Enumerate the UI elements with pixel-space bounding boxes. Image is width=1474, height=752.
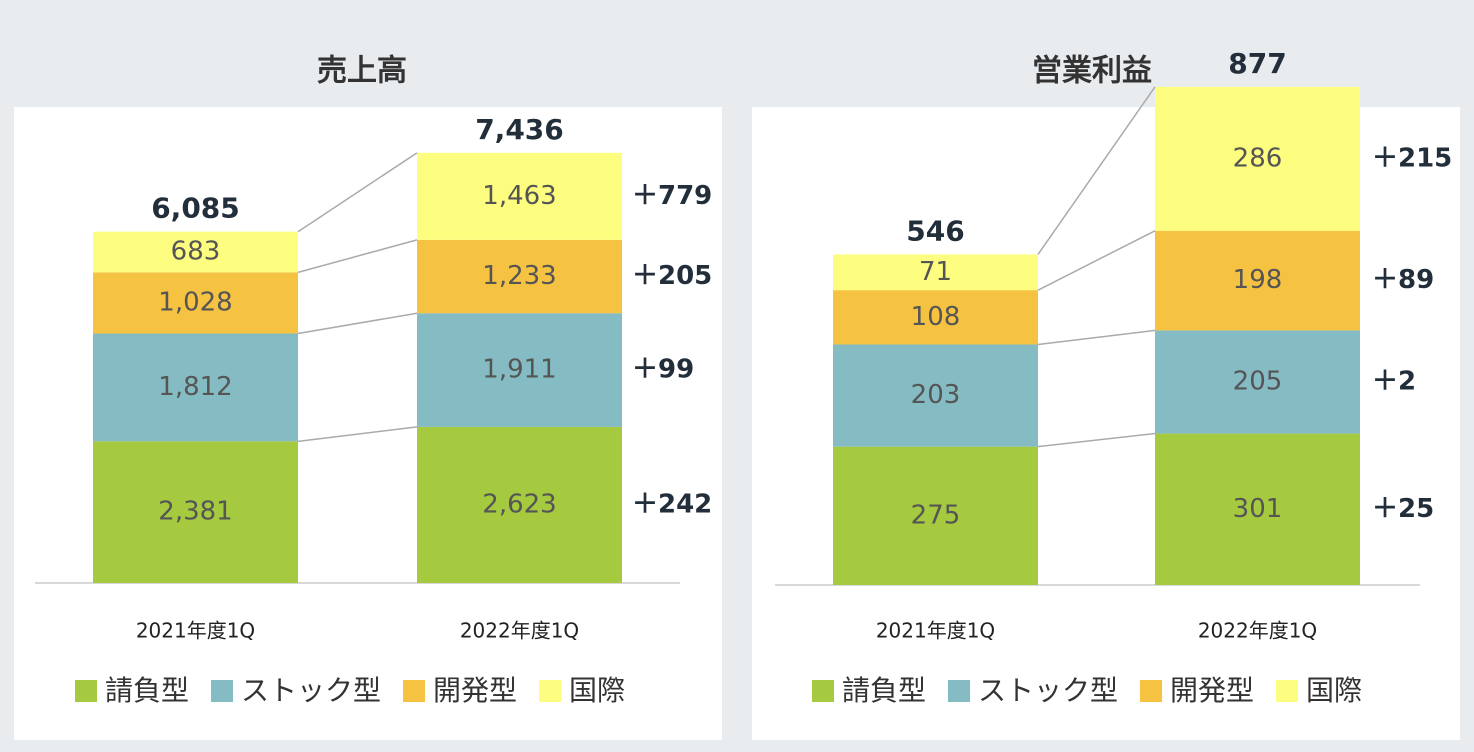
legend-label: 国際 [569,674,625,707]
value-label: 71 [919,257,952,287]
connector [297,312,418,335]
legend-swatch [211,680,234,702]
bar-segment [417,426,622,583]
legend-swatch [948,680,971,702]
connector [297,426,418,443]
legend-label: 請負型 [105,674,189,707]
legend-label: 開発型 [1170,674,1254,707]
value-label: 683 [171,237,221,267]
difference-label: ＋25 [1372,494,1434,524]
legend-swatch [75,680,97,702]
x-tick-label: 2021年度1Q [136,619,255,643]
value-label: 2,623 [482,489,556,519]
bar-segment [93,272,298,334]
legend-swatch [539,680,562,702]
total-label: 877 [1228,47,1286,80]
connector [1037,86,1156,255]
value-label: 275 [911,500,961,530]
bar-segment [93,333,298,442]
difference-label: ＋2 [1372,366,1416,396]
chart-title: 売上高 [317,54,407,89]
bar-segment [1155,230,1360,331]
chart-title: 営業利益 [1032,54,1152,89]
x-tick-label: 2022年度1Q [1198,619,1317,643]
bar-segment [93,231,298,273]
bar-segment [1155,330,1360,434]
value-label: 286 [1233,143,1283,173]
bar-segment [833,344,1038,447]
legend-label: 請負型 [842,674,926,707]
value-label: 1,463 [482,181,556,211]
value-label: 2,381 [158,497,232,527]
legend-swatch [403,680,426,702]
value-label: 108 [911,302,961,332]
legend-label: 国際 [1306,674,1362,707]
value-label: 301 [1233,494,1283,524]
legend-label: ストック型 [978,674,1118,707]
value-label: 1,812 [158,372,232,402]
bar-segment [833,446,1038,585]
difference-label: ＋779 [632,181,712,211]
value-label: 1,233 [482,261,556,291]
value-label: 1,911 [482,355,556,385]
difference-label: ＋242 [632,489,712,519]
legend-swatch [812,680,834,702]
bar-segment [833,254,1038,291]
difference-label: ＋99 [632,355,694,385]
legend-swatch [1276,680,1299,702]
total-label: 7,436 [475,113,564,146]
value-label: 1,028 [158,287,232,317]
difference-label: ＋205 [632,261,712,291]
x-tick-label: 2022年度1Q [460,619,579,643]
bar-segment [417,239,622,314]
bar-segment [417,152,622,240]
connector [1037,432,1156,448]
bar-segment [1155,86,1360,231]
value-label: 205 [1233,366,1283,396]
value-label: 203 [911,380,961,410]
legend-swatch [1140,680,1163,702]
connector [1037,230,1156,291]
legend-label: 開発型 [433,674,517,707]
connector [297,239,418,274]
total-label: 6,085 [151,192,240,225]
x-tick-label: 2021年度1Q [876,619,995,643]
total-label: 546 [906,214,964,247]
bar-segment [417,313,622,427]
bar-segment [833,290,1038,345]
legend-label: ストック型 [241,674,381,707]
difference-label: ＋215 [1372,143,1452,173]
difference-label: ＋89 [1372,265,1434,295]
bar-segment [1155,433,1360,585]
value-label: 198 [1233,265,1283,295]
bar-segment [93,441,298,583]
connector [297,152,418,233]
connector [1037,329,1156,346]
